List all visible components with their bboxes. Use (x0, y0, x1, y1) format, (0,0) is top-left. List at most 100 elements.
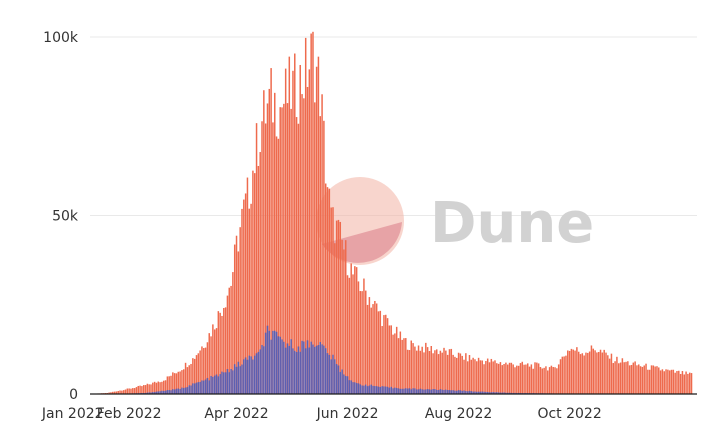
bar-series-a (556, 368, 558, 394)
bar-series-a (301, 94, 303, 394)
bar-series-a (588, 351, 591, 394)
bar-series-a (417, 345, 420, 394)
bar-series-b (301, 340, 303, 394)
bar-series-a (550, 365, 553, 394)
bar-series-b (352, 382, 354, 394)
bar-series-a (650, 365, 653, 394)
bar-series-b (361, 385, 363, 394)
bar-series-b (344, 375, 347, 394)
bar-series-b (184, 387, 187, 394)
bar-series-a (148, 384, 150, 394)
bar-series-b (274, 330, 276, 394)
bar-series-a (678, 370, 680, 394)
bar-series-b (150, 392, 152, 394)
bar-series-b (377, 386, 380, 394)
bar-series-a (638, 364, 640, 394)
bar-series-a (630, 364, 633, 394)
bar-series-b (277, 336, 280, 394)
bar-series-a (119, 390, 121, 394)
bar-series-b (370, 384, 372, 394)
bar-series-b (284, 347, 287, 394)
bar-series-b (445, 389, 447, 394)
bar-series-a (206, 342, 209, 394)
bar-series-a (492, 361, 494, 394)
bar-series-b (186, 387, 189, 394)
bar-series-a (266, 103, 269, 394)
bar-series-b (172, 389, 174, 394)
bar-series-a (685, 371, 687, 394)
bar-series-a (257, 165, 260, 394)
bar-series-a (628, 365, 631, 394)
bar-series-b (394, 387, 396, 394)
bar-series-a (523, 364, 525, 394)
bar-series-a (621, 358, 624, 394)
bar-series-a (213, 329, 216, 394)
bar-series-b (153, 392, 156, 394)
bar-series-a (383, 315, 385, 394)
bar-series-a (215, 328, 218, 394)
bar-series-a (472, 357, 474, 394)
y-tick-label: 100k (43, 30, 79, 46)
bar-series-a (639, 366, 642, 394)
bar-series-b (426, 389, 429, 394)
bar-series-b (170, 390, 172, 394)
bar-series-a (634, 361, 636, 394)
bar-series-b (434, 389, 436, 394)
bar-series-a (259, 152, 261, 394)
bar-series-b (457, 390, 460, 394)
bar-series-b (183, 388, 185, 394)
bar-series-a (375, 303, 378, 394)
bar-series-b (485, 391, 487, 394)
bar-series-a (421, 346, 423, 394)
y-axis-tick-labels: 0 50k 100k (43, 30, 79, 403)
bar-series-a (288, 56, 291, 394)
bar-series-a (179, 371, 181, 394)
bar-series-a (146, 383, 149, 394)
bar-series-a (354, 266, 356, 394)
bar-series-b (412, 388, 414, 394)
bar-series-b (363, 385, 365, 394)
bar-series-a (676, 371, 678, 394)
bar-series-b (324, 348, 327, 394)
bar-series-a (534, 362, 536, 394)
bar-series-b (472, 391, 474, 394)
bar-series-a (328, 188, 331, 394)
bar-series-b (213, 375, 216, 394)
bar-series-b (317, 345, 320, 394)
bar-series-b (206, 377, 209, 394)
bar-series-b (381, 386, 383, 394)
bar-series-a (481, 360, 483, 394)
bar-series-b (334, 359, 336, 394)
bar-series-b (355, 383, 358, 394)
bar-series-a (554, 367, 556, 394)
bar-series-a (157, 381, 160, 394)
bar-series-a (141, 386, 143, 394)
bar-series-a (430, 346, 433, 394)
bar-series-a (177, 371, 180, 394)
bar-series-a (233, 244, 236, 394)
bar-series-a (326, 187, 329, 394)
bar-series-a (115, 391, 118, 394)
bar-series-a (570, 348, 573, 394)
bar-series-a (368, 297, 371, 394)
bar-series-a (547, 370, 549, 394)
bar-series-b (508, 392, 511, 394)
bar-series-a (441, 352, 443, 394)
bar-series-a (585, 352, 587, 394)
bar-series-a (403, 338, 405, 394)
bar-series-b (441, 389, 443, 394)
bar-series-b (306, 340, 309, 394)
bar-series-a (126, 388, 129, 394)
bar-series-a (370, 307, 372, 394)
bar-series-b (319, 342, 321, 394)
bar-series-b (379, 387, 382, 394)
watermark-text: Dune (430, 191, 594, 256)
bar-series-b (437, 390, 440, 394)
bar-series-b (166, 390, 169, 394)
bar-series-b (268, 330, 271, 394)
bar-series-a (121, 390, 123, 394)
bar-series-a (601, 352, 604, 394)
bar-series-b (168, 390, 170, 394)
bar-series-a (567, 350, 569, 394)
bar-series-b (450, 390, 453, 394)
